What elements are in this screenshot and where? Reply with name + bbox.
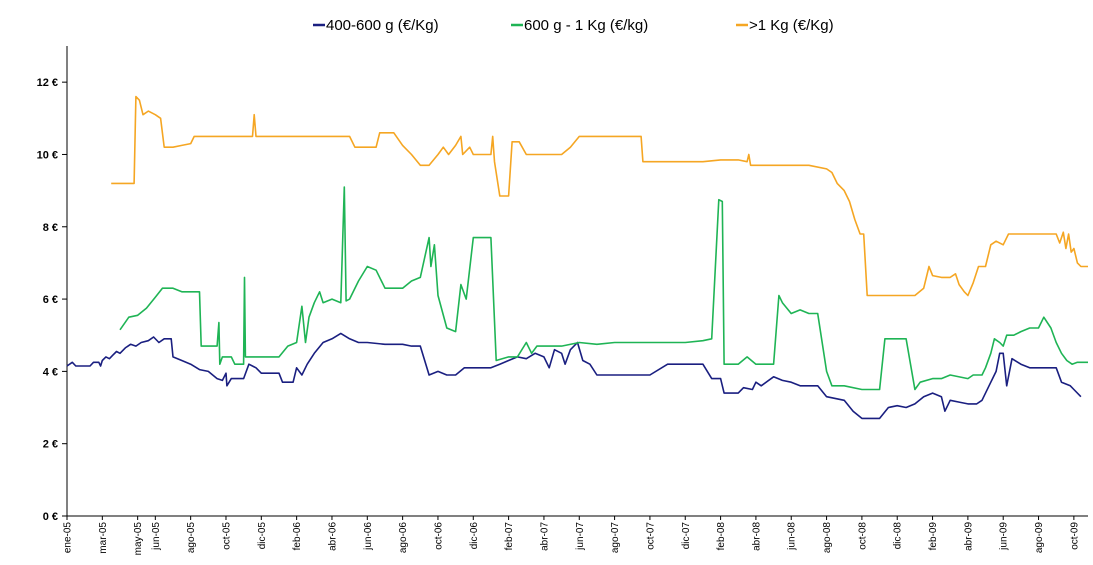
x-tick-label: jun-07: [575, 522, 586, 551]
x-tick-label: dic-07: [681, 522, 692, 550]
x-tick-label: oct-05: [221, 522, 232, 550]
x-tick-label: feb-06: [292, 522, 303, 551]
x-tick-label: oct-06: [433, 522, 444, 550]
x-tick-label: oct-08: [857, 522, 868, 550]
y-tick-label: 8 €: [43, 222, 58, 234]
x-tick-label: feb-09: [928, 522, 939, 551]
x-tick-label: ago-09: [1034, 522, 1045, 554]
x-tick-label: dic-05: [257, 522, 268, 550]
x-tick-label: abr-08: [751, 522, 762, 551]
x-tick-label: abr-07: [539, 522, 550, 551]
x-tick-label: ago-06: [398, 522, 409, 554]
x-axis-ticks: ene-05 mar-05 may-05 jun-05 ago-05 oct-05 dic-…: [63, 516, 1080, 556]
x-tick-label: abr-06: [327, 522, 338, 551]
y-axis-ticks: 0 € 2 € 4 € 6 € 8 € 10 € 12 €: [37, 77, 67, 523]
y-tick-label: 0 €: [43, 511, 58, 523]
y-tick-label: 2 €: [43, 439, 58, 451]
x-tick-label: ago-07: [610, 522, 621, 554]
plot-area: 0 € 2 € 4 € 6 € 8 € 10 € 12 € ene-05 mar-05 may-…: [37, 46, 1088, 555]
legend-label-2: 600 g - 1 Kg (€/kg): [524, 17, 648, 34]
y-tick-label: 12 €: [37, 77, 58, 89]
y-tick-label: 6 €: [43, 294, 58, 306]
legend: 400-600 g (€/Kg) 600 g - 1 Kg (€/kg) >1 Kg…: [313, 17, 834, 34]
series-group: [66, 95, 1088, 420]
x-tick-label: ene-05: [63, 522, 74, 554]
y-tick-label: 10 €: [37, 149, 58, 161]
series-line-2: [119, 186, 1088, 391]
x-tick-label: oct-09: [1069, 522, 1080, 550]
x-tick-label: mar-05: [98, 522, 109, 554]
y-tick-label: 4 €: [43, 366, 58, 378]
series-line-3: [111, 95, 1088, 297]
x-tick-label: dic-06: [469, 522, 480, 550]
x-tick-label: jun-09: [999, 522, 1010, 551]
x-tick-label: jun-05: [151, 522, 162, 551]
x-tick-label: jun-06: [363, 522, 374, 551]
x-tick-label: feb-07: [504, 522, 515, 551]
series-line-1: [66, 332, 1082, 420]
x-tick-label: dic-08: [893, 522, 904, 550]
x-tick-label: feb-08: [716, 522, 727, 551]
x-tick-label: may-05: [133, 522, 144, 556]
x-tick-label: abr-09: [963, 522, 974, 551]
x-tick-label: ago-08: [822, 522, 833, 554]
x-tick-label: oct-07: [645, 522, 656, 550]
legend-label-1: 400-600 g (€/Kg): [326, 17, 439, 34]
x-tick-label: jun-08: [787, 522, 798, 551]
legend-label-3: >1 Kg (€/Kg): [749, 17, 834, 34]
x-tick-label: ago-05: [186, 522, 197, 554]
